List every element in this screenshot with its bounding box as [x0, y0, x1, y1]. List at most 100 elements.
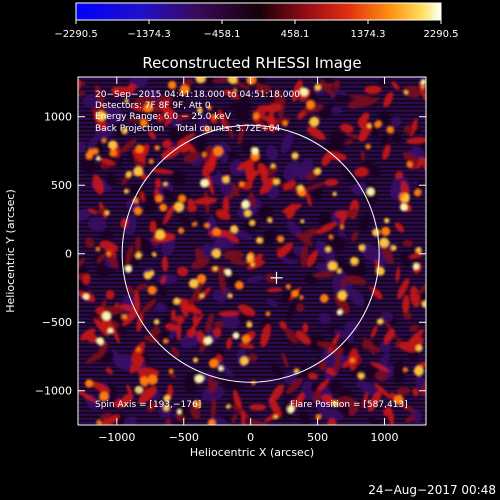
heatmap-cell — [394, 337, 402, 349]
heatmap-cell — [103, 305, 124, 315]
heatmap-cell — [240, 356, 249, 366]
heatmap-cell — [402, 294, 410, 315]
heatmap-cell — [163, 338, 169, 344]
heatmap-cell — [231, 413, 238, 424]
heatmap-cell — [143, 335, 160, 343]
heatmap-cell — [365, 143, 371, 150]
heatmap-cell — [230, 259, 249, 266]
heatmap-cell — [324, 178, 339, 187]
heatmap-cell — [136, 283, 148, 291]
heatmap-cell — [252, 112, 260, 120]
heatmap-cell — [175, 211, 194, 228]
y-tick-label: −500 — [42, 316, 72, 329]
heatmap-cell — [220, 380, 244, 391]
heatmap-cell — [246, 275, 265, 283]
heatmap-cell — [235, 281, 244, 290]
heatmap-cell — [213, 327, 222, 338]
heatmap-cell — [259, 176, 276, 195]
heatmap-cell — [293, 368, 300, 374]
heatmap-cell — [403, 367, 409, 373]
heatmap-cell — [371, 124, 379, 141]
heatmap-cell — [218, 271, 227, 294]
colorbar-tick-label: −1374.3 — [127, 29, 170, 40]
heatmap-cell — [332, 191, 337, 197]
heatmap-cell — [328, 333, 340, 354]
heatmap-cell — [211, 249, 222, 259]
heatmap-cell — [407, 329, 425, 345]
heatmap-cell — [195, 77, 206, 84]
heatmap-cell — [312, 389, 322, 403]
heatmap-cell — [225, 404, 231, 409]
heatmap-cell — [249, 191, 256, 208]
heatmap-cell — [399, 193, 405, 199]
heatmap-cell — [316, 378, 330, 393]
heatmap-cell — [133, 166, 144, 177]
heatmap-cell — [86, 333, 98, 344]
heatmap-cell — [237, 304, 256, 316]
heatmap-cell — [266, 287, 283, 293]
heatmap-cell — [199, 293, 205, 299]
x-tick-label: −1000 — [98, 431, 135, 444]
heatmap-cell — [246, 260, 266, 270]
heatmap-cell — [208, 358, 219, 369]
heatmap-cell — [100, 412, 112, 420]
heatmap-cell — [364, 85, 382, 94]
heatmap-cell — [408, 252, 424, 259]
heatmap-cell — [394, 222, 405, 233]
heatmap-cell — [309, 116, 320, 127]
y-tick-label: −1000 — [35, 385, 72, 398]
heatmap-cell — [282, 203, 302, 214]
heatmap-cell — [371, 288, 383, 300]
heatmap-cell — [212, 289, 224, 301]
heatmap-cell — [163, 204, 175, 225]
heatmap-cell — [315, 240, 330, 258]
colorbar-tick-label: 458.1 — [281, 29, 310, 40]
heatmap-cell — [392, 131, 403, 144]
heatmap-cell — [167, 80, 177, 90]
heatmap-cell — [232, 229, 254, 241]
heatmap-cell — [105, 367, 113, 375]
heatmap-cell — [177, 227, 185, 234]
heatmap-cell — [212, 266, 218, 272]
colorbar: −2290.5 −1374.3 −458.1 458.1 1374.3 2290.5 — [54, 2, 459, 40]
heatmap-cell — [333, 329, 349, 339]
heatmap-cell — [78, 79, 81, 91]
heatmap-cell — [200, 243, 213, 259]
heatmap-cell — [163, 394, 171, 402]
heatmap-cell — [152, 252, 157, 257]
heatmap-cell — [401, 85, 418, 92]
heatmap-cell — [383, 407, 392, 417]
colorbar-tick-label: −458.1 — [203, 29, 240, 40]
heatmap-cell — [273, 178, 280, 186]
heatmap-cell — [196, 274, 207, 284]
colorbar-tick-label: 1374.3 — [351, 29, 386, 40]
x-axis-ticks: −1000 −500 0 500 1000 — [98, 77, 399, 444]
heatmap-cell — [161, 256, 169, 272]
heatmap-cell — [332, 270, 348, 295]
heatmap-cell — [187, 198, 194, 208]
heatmap-cell — [372, 228, 380, 237]
heatmap-cell — [265, 164, 279, 176]
heatmap-cell — [386, 125, 395, 134]
heatmap-cell — [302, 322, 309, 333]
spin-axis-crosshair — [270, 271, 283, 284]
heatmap-cell — [274, 88, 283, 108]
heatmap-cell — [406, 161, 413, 168]
heatmap-cell — [246, 321, 253, 328]
heatmap-cell — [346, 208, 359, 218]
heatmap-cell — [308, 372, 318, 380]
heatmap-cell — [139, 376, 150, 386]
heatmap-cell — [333, 354, 342, 374]
heatmap-cell — [96, 253, 105, 264]
heatmap-cell — [349, 357, 356, 363]
heatmap-cell — [218, 287, 231, 304]
heatmap-cell — [138, 238, 155, 255]
heatmap-cell — [363, 336, 376, 356]
heatmap-cell — [87, 137, 98, 150]
heatmap-cell — [203, 336, 213, 346]
heatmap-cell — [395, 171, 404, 179]
heatmap-cell — [356, 257, 367, 275]
heatmap-cell — [196, 330, 207, 345]
heatmap-cell — [380, 134, 391, 149]
heatmap-cell — [295, 330, 311, 345]
